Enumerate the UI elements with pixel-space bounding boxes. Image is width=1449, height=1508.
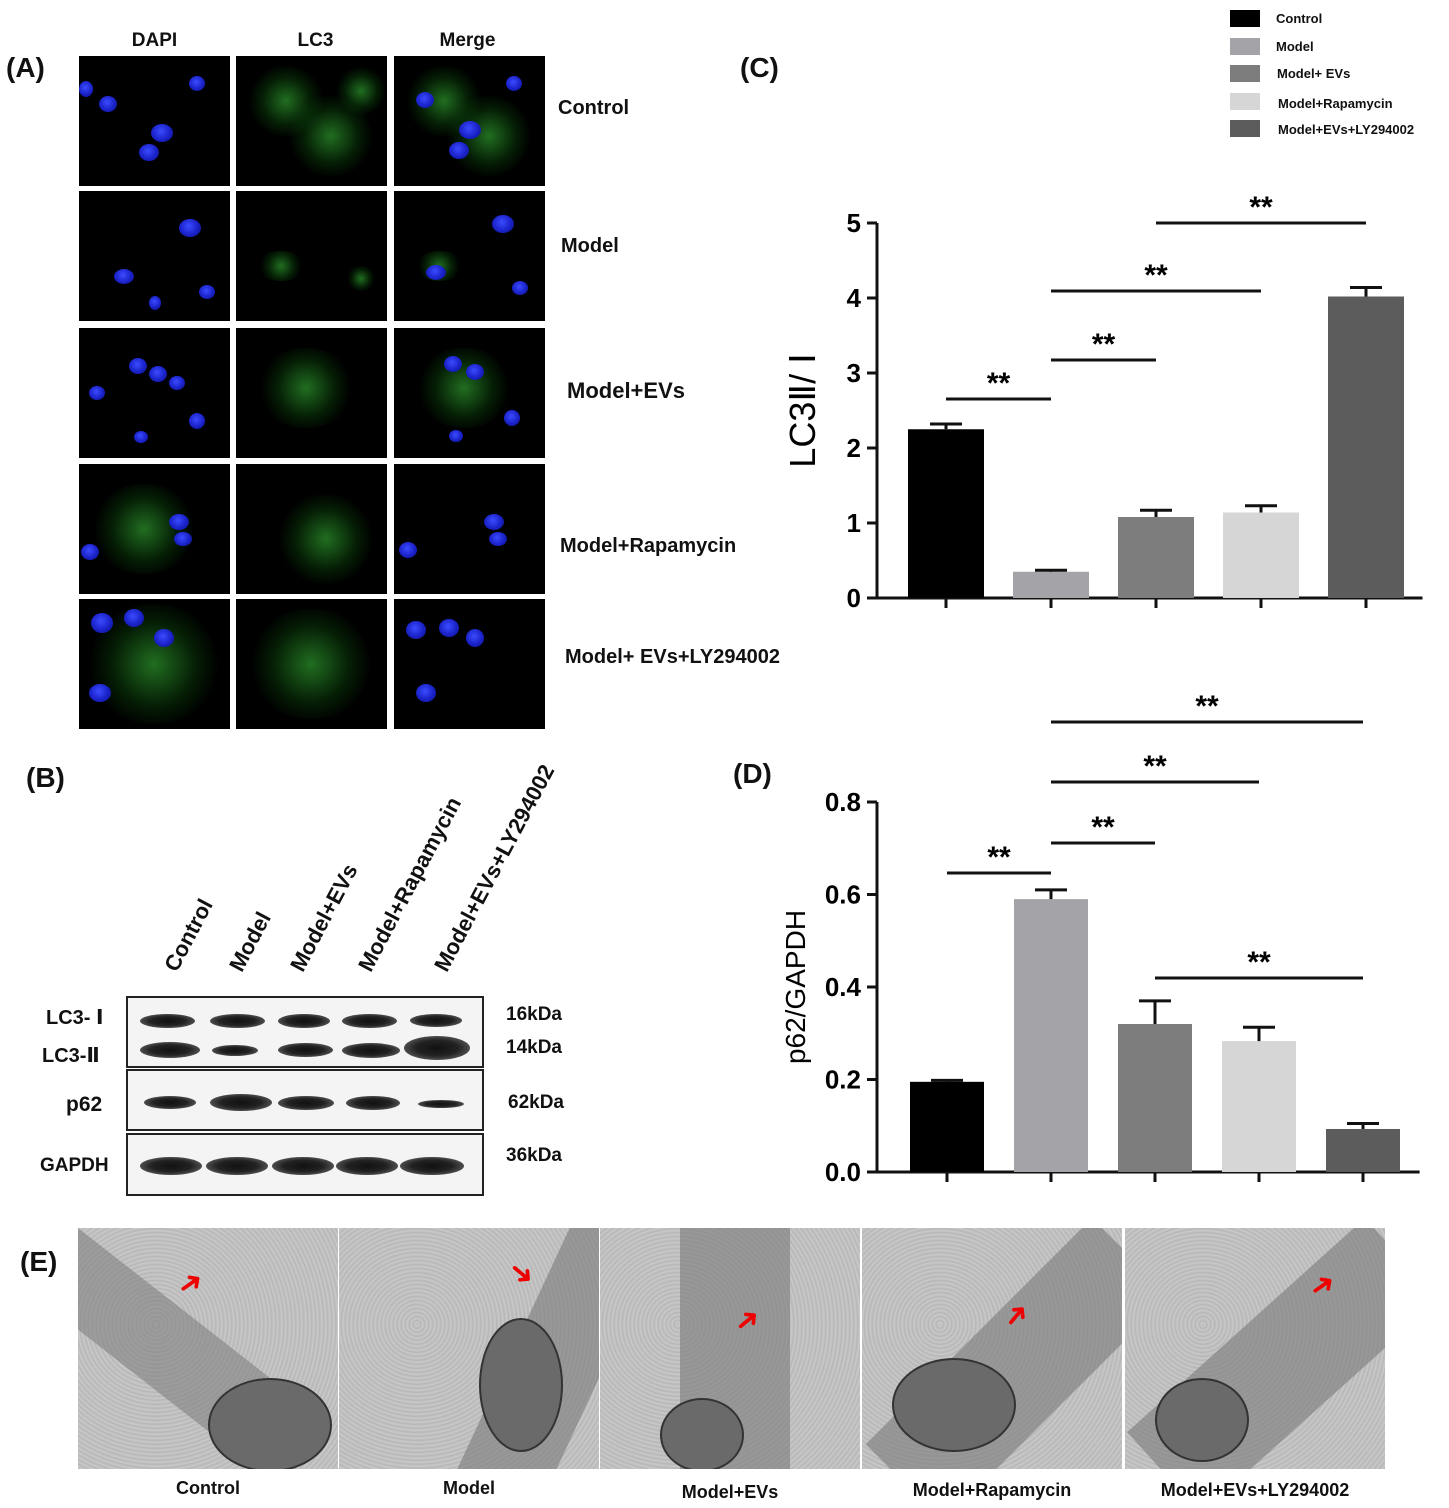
blot-label-lc3-i: LC3- Ⅰ [46, 1007, 104, 1029]
micrograph-model-rapamycin-dapi [79, 464, 230, 594]
legend-label-model-evs: Model+ EVs [1277, 66, 1351, 81]
micrograph-control-merge [394, 56, 545, 186]
tem-image-control: ➜ [78, 1228, 338, 1469]
panel-label-e: (E) [20, 1246, 58, 1277]
legend-swatch-control [1230, 10, 1260, 27]
bar-5 [1326, 1128, 1400, 1172]
chart-d-p62-gapdh: 0.0 0.2 0.4 0.6 0.8 p62/GAPDH ** ** ** ** ** [780, 690, 1420, 1187]
lane-label-model-evs: Model+EVs [285, 859, 363, 976]
micrograph-model-rapamycin-lc3 [236, 464, 387, 594]
bar-2 [1013, 571, 1089, 598]
tem-caption-model-rapamycin: Model+Rapamycin [912, 1480, 1072, 1500]
micrograph-model-lc3 [236, 191, 387, 321]
tem-image-model-rapamycin: ➜ [862, 1228, 1122, 1469]
row-label-model-evs: Model+EVs [567, 378, 685, 403]
y-tick-label: 0.6 [825, 880, 861, 910]
mw-62kda: 62kDa [508, 1092, 564, 1113]
micrograph-model-evs-lc3 [236, 328, 387, 458]
micrograph-model-rapamycin-merge [394, 464, 545, 594]
y-tick-label: 0.8 [825, 787, 861, 817]
micrograph-control-lc3 [236, 56, 387, 186]
legend-swatch-model-evs-ly294002 [1230, 120, 1260, 137]
bar-2 [1014, 899, 1088, 1172]
micrograph-model-evs-ly294002-dapi [79, 599, 230, 729]
blot-label-lc3-ii: LC3-Ⅱ [42, 1045, 100, 1067]
tem-image-model-evs: ➜ [600, 1228, 860, 1469]
tem-caption-model-evs-ly294002: Model+EVs+LY294002 [1160, 1480, 1350, 1500]
panel-label-d: (D) [733, 758, 772, 789]
arrow-icon: ➜ [170, 1262, 211, 1305]
y-tick-label: 0 [847, 583, 861, 613]
micrograph-model-evs-merge [394, 328, 545, 458]
significance-label: ** [987, 841, 1011, 874]
bar-1 [908, 429, 984, 598]
micrograph-model-dapi [79, 191, 230, 321]
blot-lc3-membrane [126, 996, 484, 1068]
panel-label-c: (C) [740, 52, 779, 83]
micrograph-model-evs-ly294002-lc3 [236, 599, 387, 729]
tem-caption-control: Control [176, 1478, 240, 1498]
significance-label: ** [987, 367, 1011, 400]
row-label-model: Model [561, 235, 619, 257]
significance-label: ** [1247, 946, 1271, 979]
bar-3 [1118, 1024, 1192, 1172]
legend-swatch-model-rapamycin [1230, 93, 1260, 110]
legend-swatch-model [1230, 38, 1260, 55]
legend-label-model-evs-ly294002: Model+EVs+LY294002 [1278, 122, 1415, 137]
micrograph-model-evs-dapi [79, 328, 230, 458]
lane-label-model-evs-ly294002: Model+EVs+LY294002 [429, 760, 560, 976]
blot-label-p62: p62 [66, 1093, 103, 1116]
blot-gapdh-membrane [126, 1133, 484, 1196]
bar-5 [1328, 296, 1404, 598]
y-tick-label: 0.2 [825, 1065, 861, 1095]
tem-caption-model: Model [443, 1478, 495, 1498]
bar-4 [1223, 512, 1299, 598]
micrograph-model-evs-ly294002-merge [394, 599, 545, 729]
significance-label: ** [1092, 328, 1116, 361]
tem-caption-model-evs: Model+EVs [681, 1482, 779, 1502]
row-label-model-evs-ly294002: Model+ EVs+LY294002 [565, 646, 780, 668]
panel-label-b: (B) [26, 762, 65, 793]
legend-swatch-model-evs [1230, 65, 1260, 82]
legend-label-model-rapamycin: Model+Rapamycin [1278, 96, 1393, 111]
y-tick-label: 4 [847, 283, 862, 313]
y-tick-label: 0.4 [825, 972, 862, 1002]
column-label-dapi: DAPI [131, 30, 178, 51]
y-tick-label: 5 [847, 208, 861, 238]
significance-label: ** [1091, 811, 1115, 844]
y-tick-label: 1 [847, 508, 861, 538]
significance-label: ** [1143, 750, 1167, 783]
y-axis-label: LC3Ⅱ/ Ⅰ [782, 353, 823, 467]
lane-label-control: Control [159, 894, 218, 976]
tem-image-model: ➜ [339, 1228, 599, 1469]
arrow-icon: ➜ [501, 1252, 542, 1295]
legend-label-control: Control [1276, 11, 1323, 26]
row-label-control: Control [558, 97, 630, 119]
micrograph-model-merge [394, 191, 545, 321]
mw-16kda: 16kDa [506, 1004, 562, 1025]
significance-label: ** [1144, 259, 1168, 292]
mw-36kda: 36kDa [506, 1145, 562, 1166]
y-tick-label: 0.0 [825, 1157, 861, 1187]
lane-label-model: Model [224, 907, 276, 976]
bar-4 [1222, 1041, 1296, 1172]
legend-label-model: Model [1276, 39, 1314, 54]
significance-label: ** [1195, 690, 1219, 723]
significance-label: ** [1249, 191, 1273, 224]
row-label-model-rapamycin: Model+Rapamycin [560, 535, 737, 557]
y-axis-label: p62/GAPDH [780, 910, 811, 1064]
chart-c-lc3-ratio: 0 1 2 3 4 5 LC3Ⅱ/ Ⅰ ** ** ** ** [782, 191, 1423, 613]
column-label-merge: Merge [439, 30, 496, 51]
y-tick-label: 2 [847, 433, 861, 463]
micrograph-control-dapi [79, 56, 230, 186]
mw-14kda: 14kDa [506, 1037, 562, 1058]
tem-image-model-evs-ly294002: ➜ [1125, 1228, 1385, 1469]
column-label-lc3: LC3 [297, 30, 334, 51]
panel-label-a: (A) [6, 52, 45, 83]
bar-3 [1118, 517, 1194, 598]
bar-1 [910, 1081, 984, 1172]
blot-label-gapdh: GAPDH [40, 1155, 109, 1176]
y-tick-label: 3 [847, 358, 861, 388]
blot-p62-membrane [126, 1069, 484, 1131]
